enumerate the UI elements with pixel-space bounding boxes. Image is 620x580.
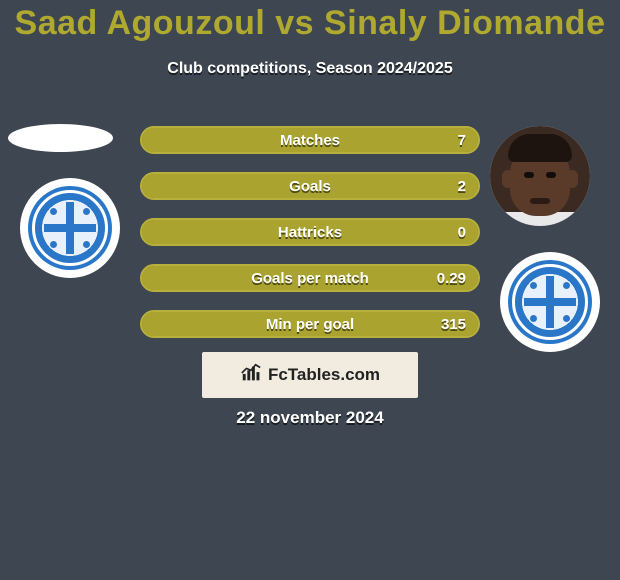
stat-value: 0 [458, 220, 466, 244]
stat-value: 7 [458, 128, 466, 152]
stat-value: 0.29 [437, 266, 466, 290]
subtitle-text: Club competitions, Season 2024/2025 [167, 60, 452, 77]
club-badge-auxerre [508, 260, 592, 344]
brand-box[interactable]: FcTables.com [202, 352, 418, 398]
stat-label: Goals per match [142, 266, 478, 290]
brand-text: FcTables.com [268, 365, 380, 385]
title-text: Saad Agouzoul vs Sinaly Diomande [15, 4, 606, 42]
stat-row: Hattricks0 [140, 218, 480, 246]
stat-label: Hattricks [142, 220, 478, 244]
stat-value: 2 [458, 174, 466, 198]
stat-row: Goals2 [140, 172, 480, 200]
stat-label: Matches [142, 128, 478, 152]
avatar-right_player [490, 126, 590, 226]
page-title: Saad Agouzoul vs Sinaly Diomande [0, 4, 620, 43]
stat-row: Matches7 [140, 126, 480, 154]
date-text: 22 november 2024 [0, 408, 620, 428]
avatar-left_player [8, 124, 113, 152]
stat-label: Goals [142, 174, 478, 198]
stat-label: Min per goal [142, 312, 478, 336]
stat-value: 315 [441, 312, 466, 336]
stat-row: Goals per match0.29 [140, 264, 480, 292]
bar-chart-icon [240, 362, 262, 389]
avatar-right_club [500, 252, 600, 352]
subtitle: Club competitions, Season 2024/2025 [0, 60, 620, 78]
player-face [490, 126, 590, 226]
avatar-left_club [20, 178, 120, 278]
stat-row: Min per goal315 [140, 310, 480, 338]
club-badge-auxerre [28, 186, 112, 270]
